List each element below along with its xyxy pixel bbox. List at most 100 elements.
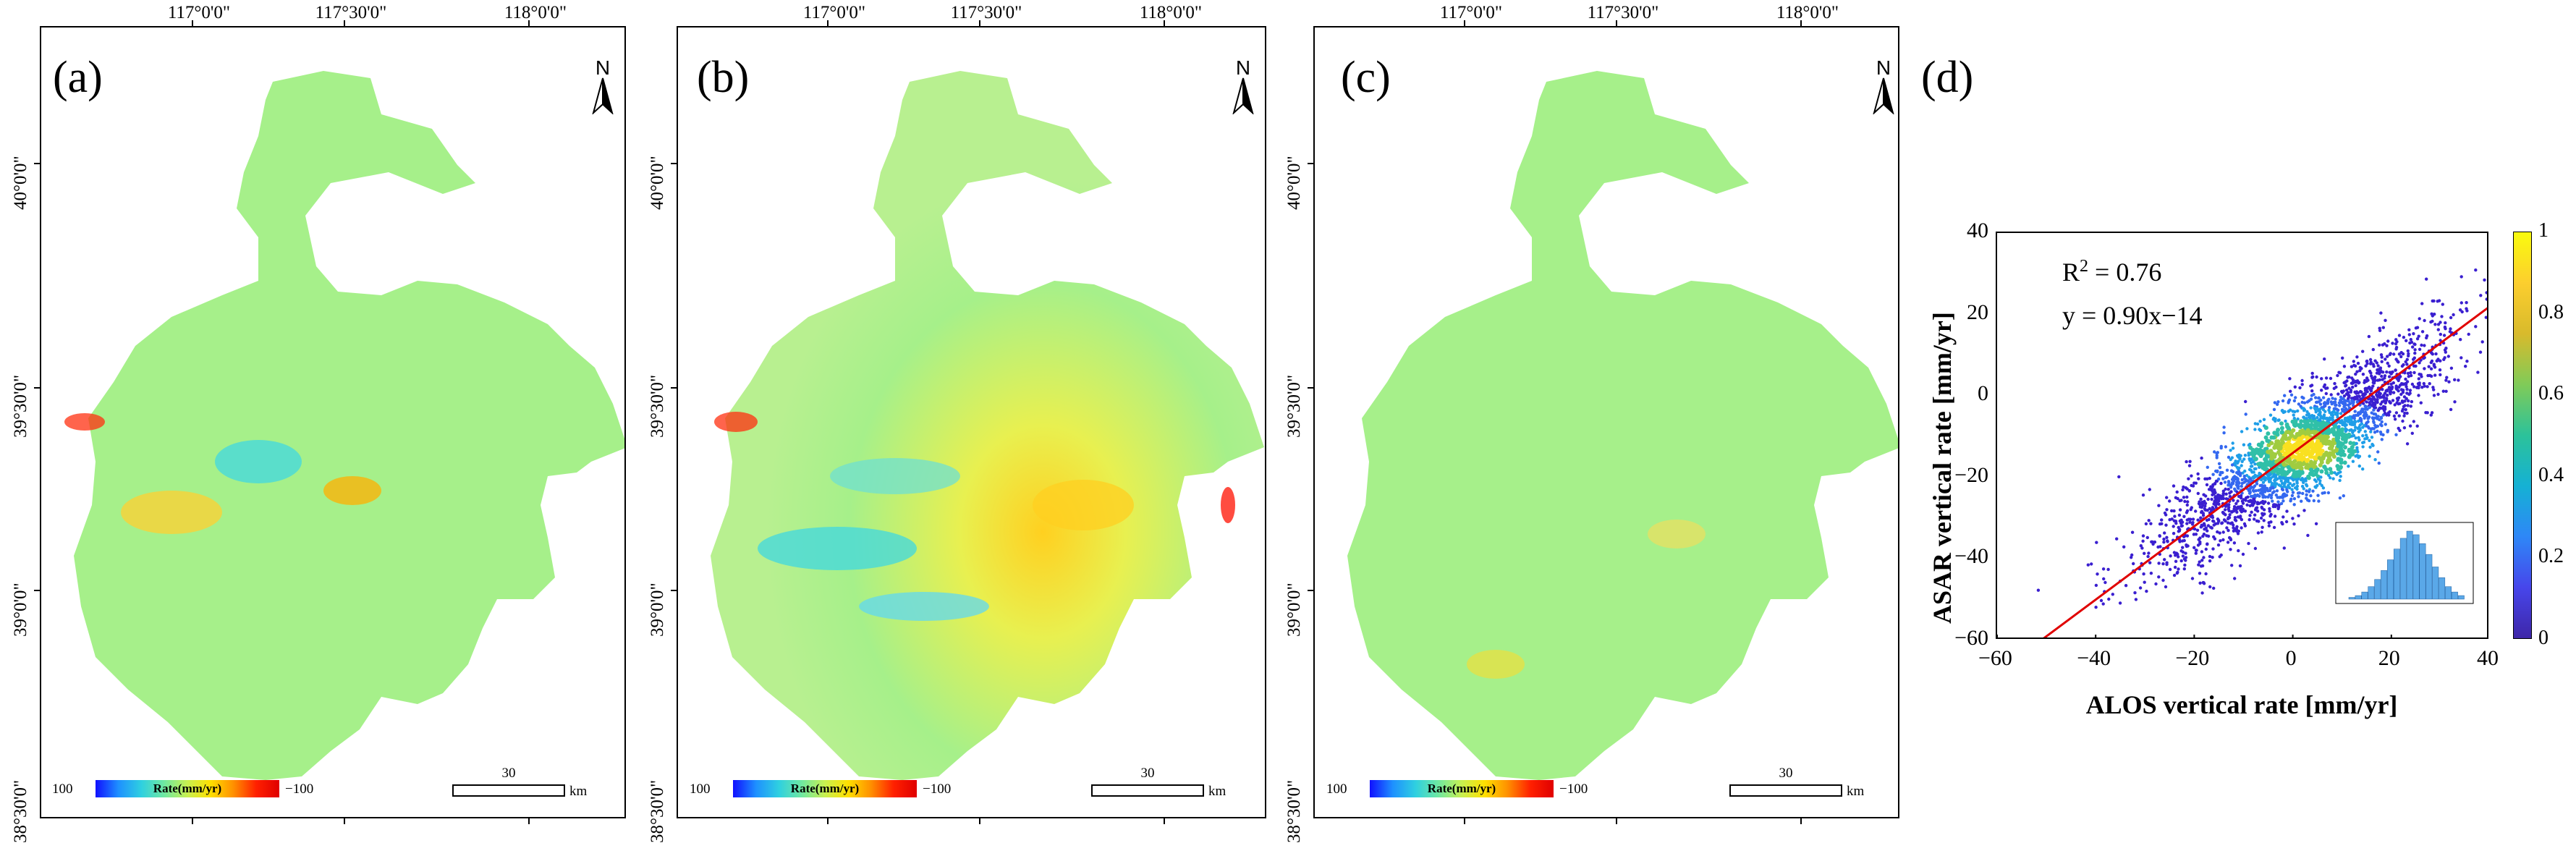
histogram-bar xyxy=(2355,595,2362,600)
scatter-point xyxy=(2185,534,2190,538)
scatter-point xyxy=(2308,459,2313,465)
histogram-bar xyxy=(2425,554,2433,600)
scatter-point xyxy=(2101,567,2106,571)
scatter-point xyxy=(2231,441,2234,445)
scatter-point xyxy=(2305,443,2310,448)
scatter-point xyxy=(2350,397,2354,400)
scatter-point xyxy=(2229,490,2233,493)
scatter-point xyxy=(2376,378,2380,382)
scatter-point xyxy=(2204,526,2208,530)
scatter-point xyxy=(2409,338,2412,342)
scale-bar: 30 km xyxy=(452,766,597,799)
scatter-point xyxy=(2357,419,2360,423)
scatter-point xyxy=(2370,416,2375,420)
scatter-point xyxy=(2444,389,2448,393)
regression-equation: y = 0.90x−14 xyxy=(2062,301,2203,330)
scatter-point xyxy=(2420,375,2423,378)
scatter-point xyxy=(2233,577,2237,580)
scatter-point xyxy=(2370,376,2374,380)
scatter-point xyxy=(2410,382,2415,386)
scatter-point xyxy=(2400,399,2405,403)
scatter-point xyxy=(2334,385,2338,389)
scatter-point xyxy=(2200,591,2204,595)
scatter-point xyxy=(2391,391,2396,394)
scatter-point xyxy=(2354,384,2357,388)
scatter-point xyxy=(2296,491,2300,495)
scatter-point xyxy=(2192,481,2196,485)
scatter-point xyxy=(2355,370,2359,373)
scatter-point xyxy=(2368,357,2373,362)
histogram-bar xyxy=(2393,548,2400,600)
scatter-point xyxy=(2329,376,2333,381)
scatter-point xyxy=(2302,487,2305,491)
scatter-point xyxy=(2189,508,2192,512)
scatter-point xyxy=(2313,406,2316,410)
scatter-point xyxy=(2262,519,2266,522)
scatter-point xyxy=(2244,412,2247,416)
scatter-point xyxy=(2266,501,2271,505)
scatter-point xyxy=(2407,333,2411,336)
scatter-point xyxy=(2342,452,2347,457)
scatter-point xyxy=(2412,357,2415,361)
scatter-point xyxy=(2298,470,2303,475)
scatter-point xyxy=(2313,468,2318,473)
scatter-point xyxy=(2253,467,2257,471)
scatter-point xyxy=(2269,456,2274,461)
scatter-point xyxy=(2435,359,2439,363)
rate-patch xyxy=(859,592,989,621)
scatter-point xyxy=(2170,509,2174,513)
scatter-point xyxy=(2393,403,2397,407)
scatter-point xyxy=(2221,477,2225,480)
scatter-point xyxy=(2426,373,2430,378)
scatter-point xyxy=(2347,465,2350,468)
scatter-point xyxy=(2344,388,2349,392)
scatter-point xyxy=(2336,425,2341,428)
lat-tick-label: 39°30'0" xyxy=(648,374,667,438)
scatter-point xyxy=(2276,400,2280,404)
scatter-point xyxy=(2305,428,2310,433)
scatter-point xyxy=(2436,323,2441,326)
scatter-point xyxy=(2283,481,2287,486)
scatter-point xyxy=(2221,470,2224,475)
scatter-point xyxy=(2376,364,2380,368)
scatter-point xyxy=(2389,352,2392,355)
scatter-point xyxy=(2172,509,2176,513)
scatter-point xyxy=(2394,338,2398,342)
scatter-point xyxy=(2443,356,2446,360)
scatter-point xyxy=(2342,394,2347,398)
scatter-point xyxy=(2396,398,2399,402)
scatter-point xyxy=(2291,483,2295,488)
scatter-point xyxy=(2317,400,2321,404)
scatter-point xyxy=(2239,472,2242,475)
scatter-point xyxy=(2376,398,2379,402)
scatter-point xyxy=(2036,588,2041,592)
scatter-point xyxy=(2306,475,2311,480)
scatter-point xyxy=(2222,431,2226,435)
scatter-point xyxy=(2292,416,2296,420)
scatter-point xyxy=(2293,385,2297,389)
scatter-point xyxy=(2387,375,2391,378)
scatter-point xyxy=(2219,497,2224,501)
scatter-point xyxy=(2331,413,2335,417)
scatter-point xyxy=(2392,352,2396,356)
scatter-point xyxy=(2361,373,2365,376)
scatter-point xyxy=(2208,554,2212,559)
scatter-point xyxy=(2224,519,2227,523)
scatter-point xyxy=(2173,514,2177,518)
scatter-point xyxy=(2190,522,2195,526)
scatter-point xyxy=(2184,559,2187,562)
scatter-point xyxy=(2300,395,2304,399)
scatter-point xyxy=(2254,447,2259,452)
scatter-point xyxy=(2248,477,2253,481)
scatter-point xyxy=(2197,563,2200,567)
scatter-point xyxy=(2224,492,2228,496)
scatter-point xyxy=(2405,411,2409,415)
scatter-point xyxy=(2102,577,2106,581)
scatter-point xyxy=(2163,558,2166,562)
scatter-point xyxy=(2279,484,2282,488)
scatter-point xyxy=(2130,530,2135,534)
scatter-point xyxy=(2248,487,2252,491)
scatter-point xyxy=(2269,520,2273,524)
scatter-point xyxy=(2423,367,2426,370)
scatter-point xyxy=(2251,475,2255,480)
